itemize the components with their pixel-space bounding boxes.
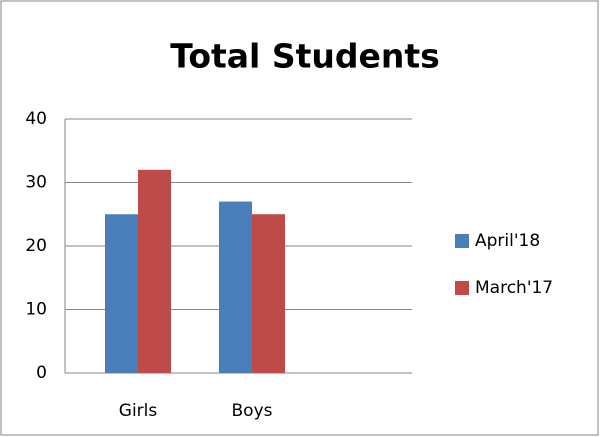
x-tick-label: Girls (119, 401, 158, 421)
legend-label: March'17 (475, 278, 553, 298)
y-tick-label: 30 (25, 173, 47, 193)
bar (252, 214, 285, 373)
legend-swatch (455, 234, 469, 248)
legend-swatch (455, 281, 469, 295)
x-tick-label: Boys (232, 401, 273, 421)
bar (105, 214, 138, 373)
y-tick-label: 0 (36, 363, 47, 383)
y-tick-label: 10 (25, 300, 47, 320)
bar (138, 169, 171, 373)
legend-label: April'18 (475, 231, 540, 251)
y-tick-label: 40 (25, 109, 47, 129)
chart-title: Total Students (170, 37, 440, 76)
y-tick-label: 20 (25, 236, 47, 256)
bar (219, 201, 252, 373)
